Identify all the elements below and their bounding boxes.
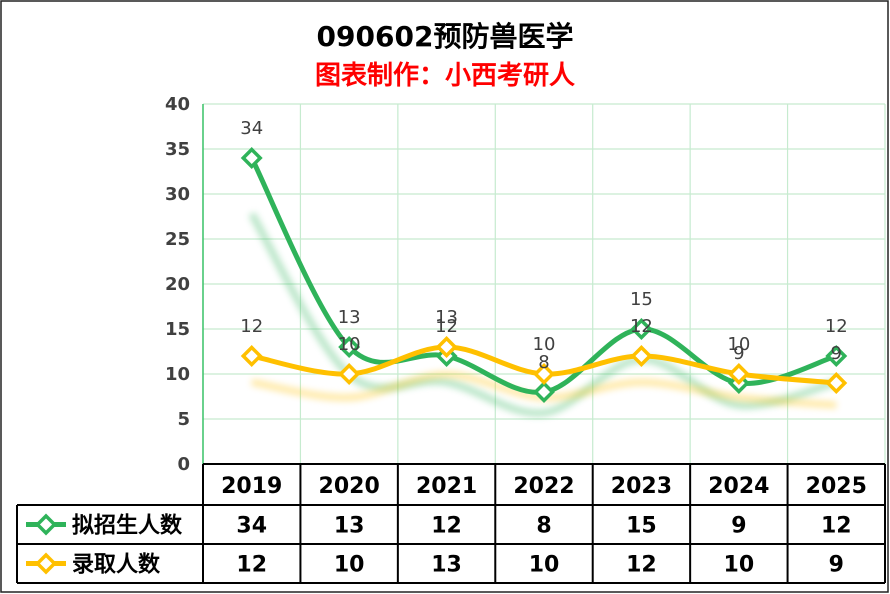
x-category-label: 2023 bbox=[611, 474, 672, 499]
data-point bbox=[630, 318, 653, 340]
series-reflection-1 bbox=[248, 212, 838, 417]
data-label: 13 bbox=[435, 307, 458, 328]
data-point bbox=[630, 345, 653, 367]
data-point bbox=[533, 363, 555, 385]
data-point bbox=[338, 363, 361, 385]
table-cell-value: 13 bbox=[334, 514, 365, 539]
y-tick-label: 5 bbox=[177, 409, 190, 430]
table-cell-value: 15 bbox=[626, 514, 657, 539]
series-markers bbox=[240, 147, 848, 403]
table-cell-value: 9 bbox=[829, 553, 844, 578]
data-label: 12 bbox=[630, 316, 653, 337]
data-label: 8 bbox=[538, 352, 549, 373]
data-label: 12 bbox=[435, 316, 458, 337]
table-cell-value: 12 bbox=[821, 514, 852, 539]
data-table: 2019 2020 2021 2022 2023 2024 2025 拟招生人数 34 13 12 8… bbox=[16, 463, 886, 584]
data-point bbox=[533, 381, 555, 403]
data-point bbox=[727, 363, 750, 385]
data-label: 12 bbox=[240, 316, 263, 337]
data-label: 34 bbox=[240, 118, 263, 139]
x-category-label: 2020 bbox=[319, 474, 380, 499]
y-tick-label: 35 bbox=[165, 139, 190, 160]
data-label: 10 bbox=[533, 334, 556, 355]
data-point bbox=[825, 345, 848, 367]
y-tick-label: 40 bbox=[165, 94, 190, 115]
data-label: 9 bbox=[733, 343, 744, 364]
table-cell-value: 9 bbox=[731, 514, 746, 539]
table-cell-value: 10 bbox=[724, 553, 755, 578]
data-label: 10 bbox=[727, 334, 750, 355]
y-tick-label: 15 bbox=[165, 319, 190, 340]
data-label: 12 bbox=[825, 316, 848, 337]
data-label: 10 bbox=[338, 334, 361, 355]
x-category-label: 2021 bbox=[416, 474, 477, 499]
table-cell-value: 12 bbox=[626, 553, 657, 578]
y-tick-label: 25 bbox=[165, 229, 190, 250]
table-cell-value: 12 bbox=[236, 553, 267, 578]
table-cell-value: 10 bbox=[334, 553, 365, 578]
legend-series-name: 拟招生人数 bbox=[72, 513, 183, 539]
legend-series-name: 录取人数 bbox=[72, 552, 161, 578]
y-axis: 0 5 10 15 20 25 30 35 40 bbox=[165, 94, 190, 475]
data-point bbox=[240, 345, 263, 367]
x-category-label: 2024 bbox=[708, 474, 769, 499]
table-cell-value: 12 bbox=[431, 514, 462, 539]
y-tick-label: 20 bbox=[165, 274, 190, 295]
x-category-label: 2025 bbox=[806, 474, 867, 499]
table-cell-value: 8 bbox=[536, 514, 551, 539]
x-category-label: 2022 bbox=[513, 474, 574, 499]
chart-title: 090602预防兽医学 bbox=[317, 20, 574, 53]
data-label: 9 bbox=[831, 343, 842, 364]
table-cell-value: 10 bbox=[529, 553, 560, 578]
y-tick-label: 0 bbox=[177, 454, 190, 475]
y-tick-label: 30 bbox=[165, 184, 190, 205]
chart-subtitle: 图表制作：小西考研人 bbox=[315, 61, 575, 91]
table-cell-value: 13 bbox=[431, 553, 462, 578]
data-point bbox=[240, 147, 263, 169]
data-point bbox=[435, 336, 458, 358]
data-point bbox=[338, 336, 361, 358]
x-category-label: 2019 bbox=[221, 474, 282, 499]
data-label: 15 bbox=[630, 289, 653, 310]
legend-swatch-marker bbox=[35, 552, 57, 575]
y-tick-label: 10 bbox=[165, 364, 190, 385]
data-label: 13 bbox=[338, 307, 361, 328]
data-point bbox=[825, 372, 848, 394]
table-cell-value: 34 bbox=[236, 514, 267, 539]
legend-swatch-marker bbox=[35, 513, 57, 536]
